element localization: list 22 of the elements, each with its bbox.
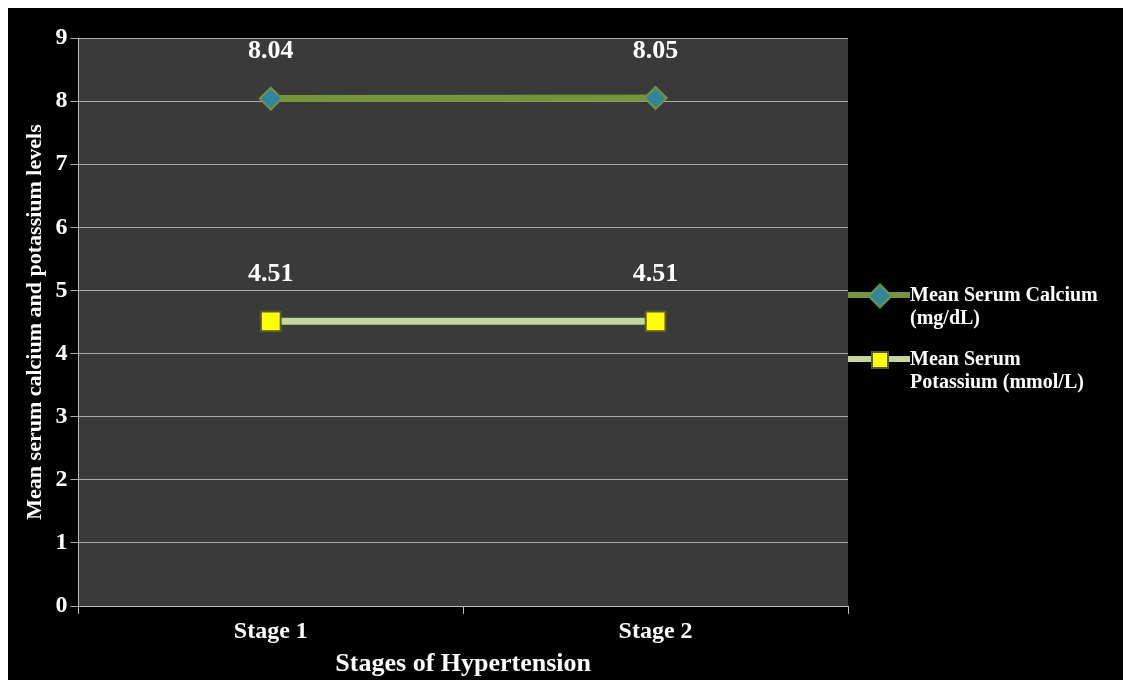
data-label: 4.51 (248, 258, 294, 288)
y-tick-label: 0 (55, 591, 68, 618)
data-label: 8.05 (632, 34, 679, 64)
y-tick-label: 5 (55, 275, 68, 302)
y-tick-label: 4 (55, 338, 68, 365)
legend-label: Mean Serum Calcium (mg/dL) (910, 283, 1099, 329)
y-tick-label: 7 (55, 149, 68, 176)
x-tick-label: Stage 2 (618, 616, 693, 643)
data-label: 4.51 (632, 258, 679, 288)
y-tick-label: 3 (55, 401, 68, 428)
legend-label: Mean Serum Potassium (mmol/L) (910, 347, 1085, 393)
data-label: 8.04 (248, 35, 294, 65)
y-tick-label: 2 (55, 464, 68, 491)
y-tick-label: 8 (55, 86, 68, 113)
y-tick-label: 9 (55, 23, 68, 50)
x-tick-label: Stage 1 (233, 616, 308, 643)
point (258, 86, 283, 111)
x-axis-title: Stages of Hypertension (335, 648, 592, 678)
y-axis-title: Mean serum calcium and potassium levels (20, 123, 46, 520)
y-tick-label: 1 (55, 528, 68, 555)
point (643, 85, 668, 110)
y-tick-label: 6 (55, 212, 68, 239)
